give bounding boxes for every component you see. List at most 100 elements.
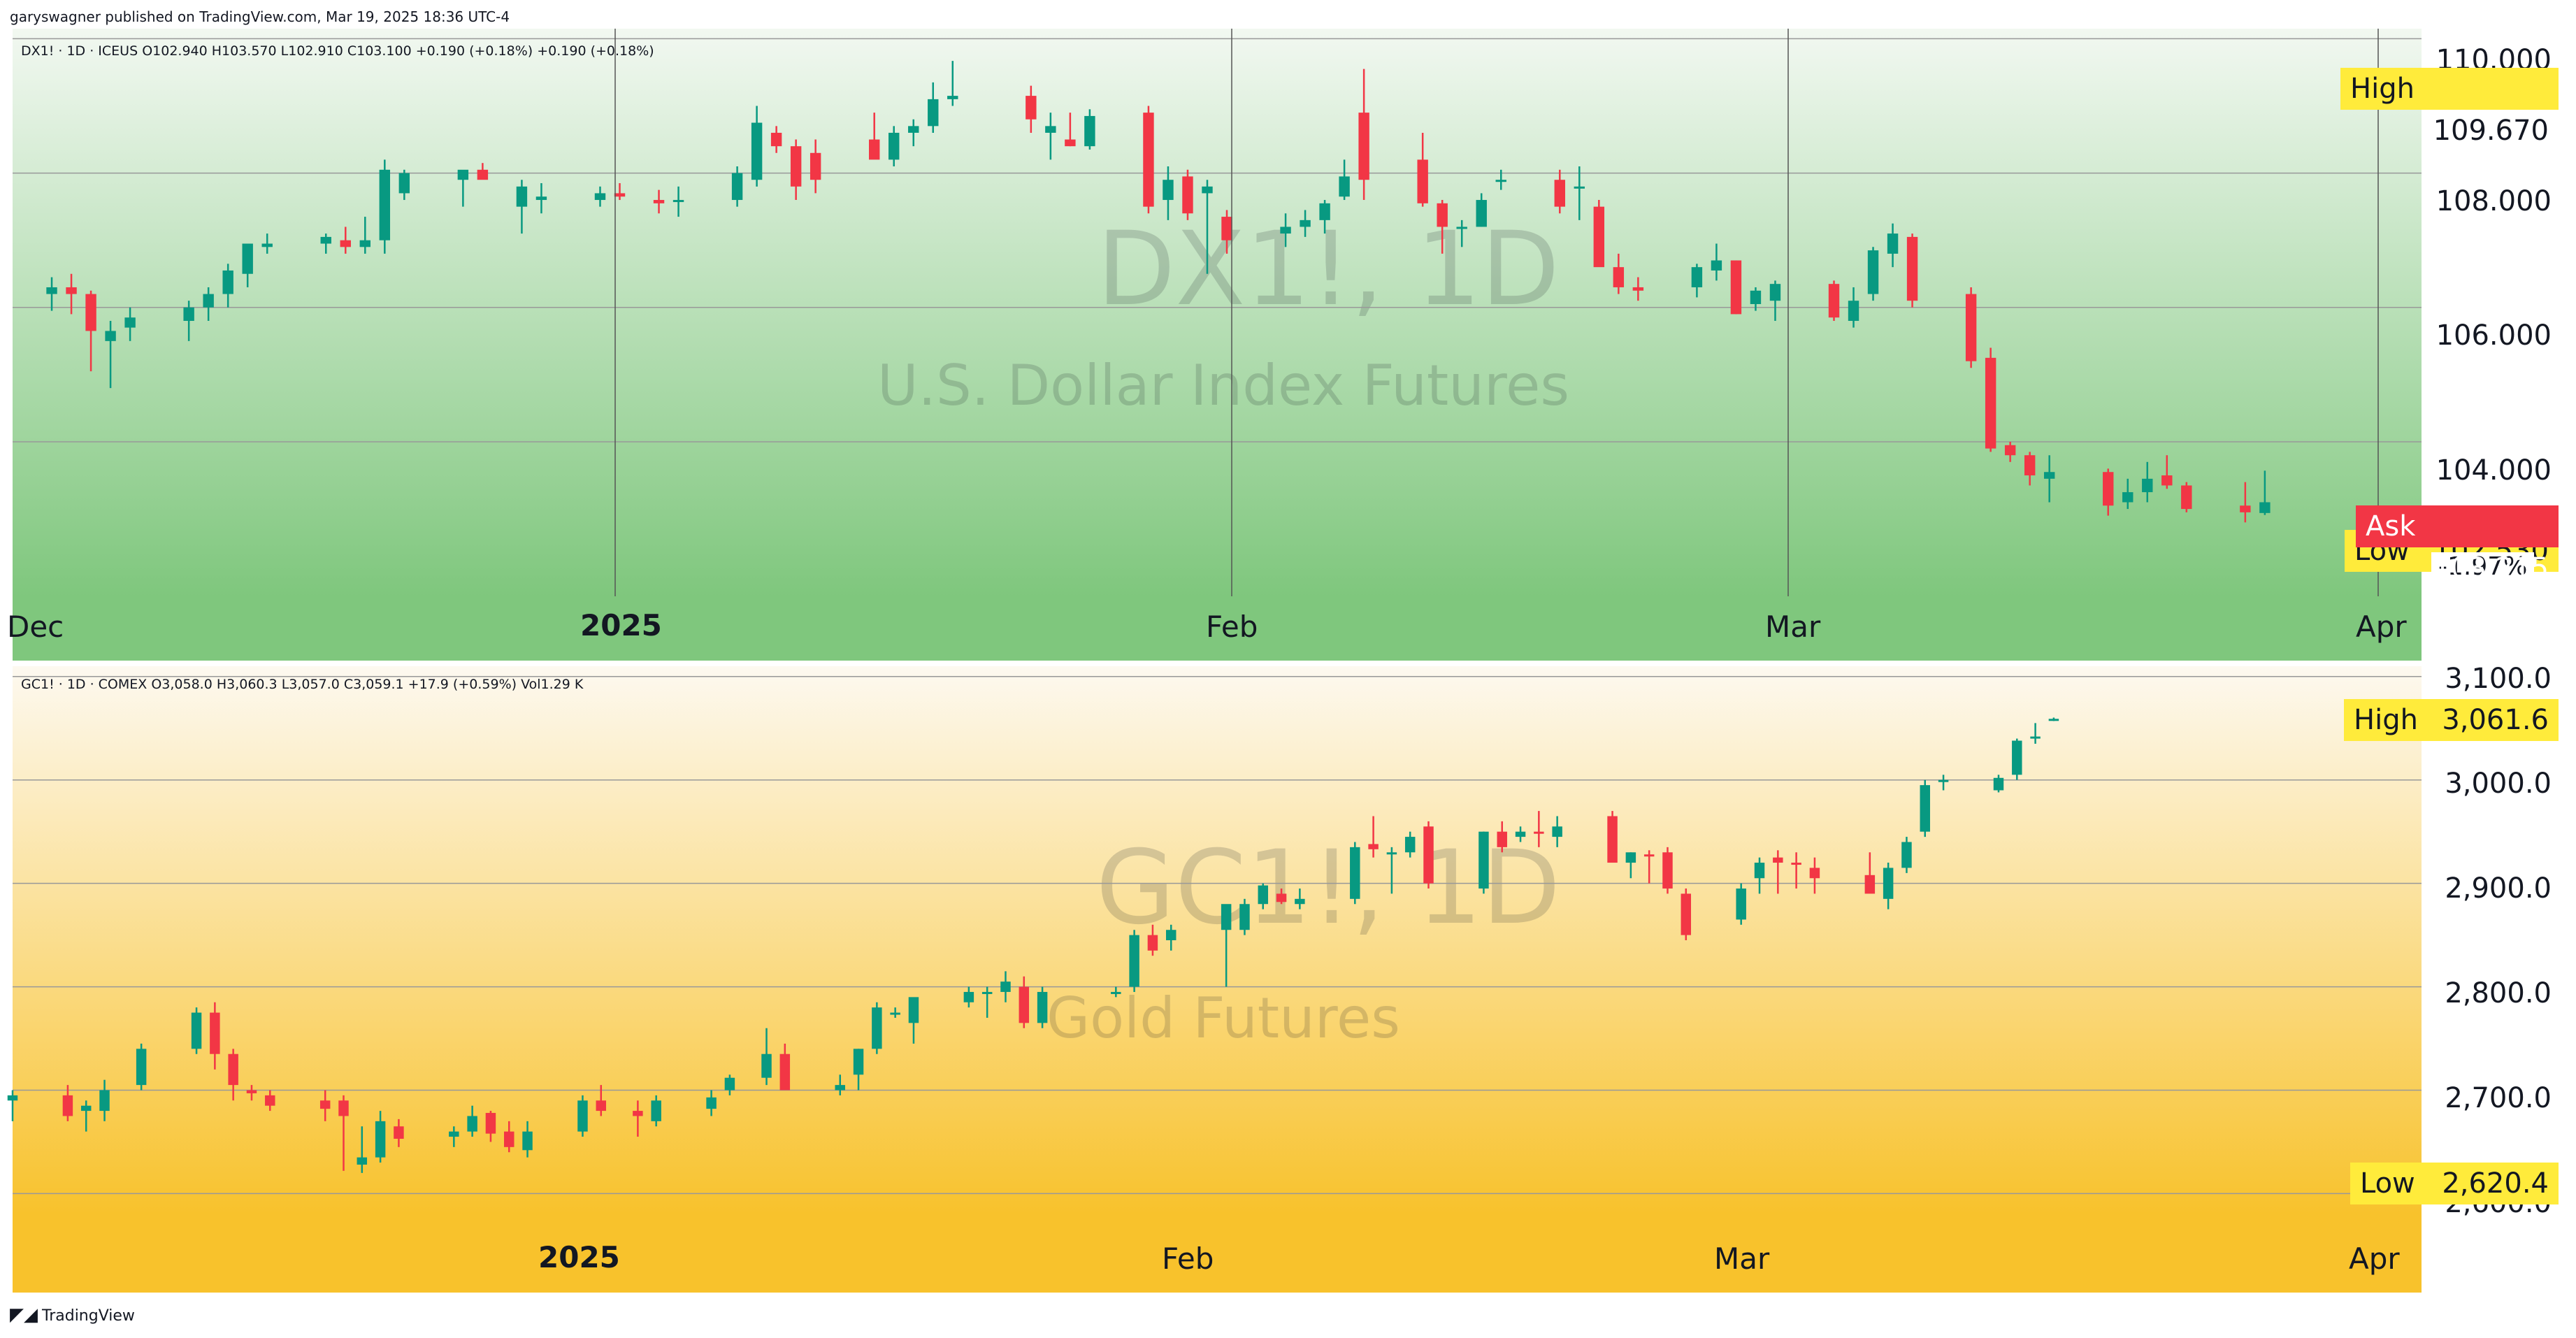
gc-candle-body — [1901, 842, 1912, 868]
gc-candle-body — [1993, 777, 2004, 791]
dx-candle-body — [535, 196, 547, 201]
dx-candle-body — [1319, 203, 1330, 220]
dx-time-label: Dec — [7, 610, 64, 644]
dx-candle-body — [790, 146, 802, 187]
dx-candle-body — [1182, 176, 1193, 214]
dx-watermark-symbol: DX1!, 1D — [1097, 210, 1560, 329]
dx-candle-body — [1985, 357, 1996, 449]
dx-candle-body — [1691, 267, 1703, 287]
gc-candle-body — [1221, 904, 1232, 930]
gc-price-tick: 2,800.0 — [2445, 977, 2552, 1009]
gc-candle-body — [853, 1049, 864, 1075]
dx-time-label: Mar — [1765, 610, 1821, 644]
gc-candle-body — [890, 1012, 900, 1015]
dx-candle-body — [731, 173, 743, 201]
dx-candle-body — [1867, 250, 1879, 294]
gc-candle-body — [2012, 740, 2022, 775]
dx-candle-body — [1026, 96, 1037, 120]
gc-candle-body — [1736, 889, 1746, 920]
dx-time-axis[interactable] — [13, 596, 2422, 661]
dx-candle-body — [1202, 186, 1213, 194]
dx-high-tag: High 109.670 — [2340, 68, 2559, 147]
dx-candle-body — [770, 132, 782, 147]
gc-candle-body — [1791, 863, 1801, 865]
dx-candle-body — [1769, 284, 1781, 301]
gc-candle-body — [2030, 736, 2041, 739]
gc-time-label: Apr — [2349, 1242, 2400, 1276]
dx-candle-body — [1045, 126, 1056, 133]
gc-candle-body — [706, 1097, 717, 1109]
gc-candle-body — [228, 1053, 238, 1086]
gc-time-label: Feb — [1162, 1242, 1214, 1276]
dx-candle-body — [457, 169, 469, 180]
gc-candle-body — [1258, 885, 1268, 905]
dx-watermark-description: U.S. Dollar Index Futures — [877, 353, 1570, 418]
gc-candle-body — [62, 1095, 73, 1116]
gc-time-label: Mar — [1714, 1242, 1770, 1276]
gc-candle-body — [1938, 779, 1949, 782]
dx-ask-tag-value: 103.215 — [2433, 552, 2549, 584]
gc-candle-body — [1754, 863, 1765, 879]
gc-candle-body — [1864, 875, 1876, 894]
dx-time-label: Apr — [2356, 610, 2407, 644]
dx-candle-body — [928, 99, 939, 127]
dx-candle-body — [203, 294, 214, 308]
gc-candle-body — [522, 1131, 533, 1151]
gc-candle-body — [1423, 826, 1434, 884]
dx-candle-body — [261, 243, 273, 247]
gc-time-axis[interactable] — [13, 1214, 2422, 1293]
dx-candle-body — [46, 287, 57, 294]
dx-candle-body — [1495, 180, 1506, 182]
dx-price-tick: 106.000 — [2435, 319, 2552, 352]
dx-candle-body — [2122, 492, 2134, 503]
gc-price-tick: 3,000.0 — [2445, 768, 2552, 800]
dx-candle-body — [124, 317, 136, 328]
dx-candle-body — [2103, 472, 2114, 506]
gc-low-tag: Low 2,620.4 — [2350, 1163, 2559, 1204]
gc-candle-body — [1368, 844, 1379, 849]
dx-candle-body — [2161, 475, 2173, 486]
publish-info: garyswagner published on TradingView.com… — [10, 8, 510, 25]
dx-candle-body — [751, 122, 763, 180]
dx-candle-body — [888, 132, 900, 160]
gc-candle-body — [633, 1111, 643, 1116]
dx-candle-body — [1339, 176, 1350, 197]
gc-candle-body — [1534, 831, 1544, 834]
dx-candle-body — [222, 270, 233, 294]
gc-candle-body — [651, 1100, 661, 1121]
gc-candle-body — [485, 1113, 496, 1134]
dx-candle-body — [614, 193, 626, 197]
gc-candle-body — [246, 1090, 257, 1093]
gc-candle-body — [1681, 893, 1692, 935]
gc-candle-body — [1037, 991, 1048, 1023]
gc-candle-body — [872, 1007, 882, 1049]
dx-price-tick: 108.000 — [2435, 185, 2552, 217]
gc-candle-body — [449, 1131, 459, 1137]
dx-candle-body — [320, 236, 331, 244]
gc-high-tag: High 3,061.6 — [2344, 699, 2559, 741]
dx-chart-pane[interactable] — [13, 29, 2422, 596]
gc-candle-body — [908, 997, 919, 1023]
gc-candle-body — [1276, 893, 1287, 902]
dx-candle-body — [810, 152, 821, 180]
gc-candle-body — [1000, 981, 1011, 992]
dx-candle-body — [1417, 159, 1428, 203]
dx-ask-tag[interactable]: Ask 103.215 — [2356, 505, 2559, 584]
gc-candle-body — [80, 1105, 92, 1112]
dx-high-tag-label: High — [2350, 73, 2415, 105]
dx-candle-body — [869, 139, 880, 160]
gc-candle-body — [1129, 935, 1139, 987]
dx-candle-body — [359, 240, 370, 247]
gc-candle-body — [1662, 852, 1673, 889]
dx-candle-body — [1554, 180, 1565, 207]
dx-time-label: Feb — [1206, 610, 1258, 644]
gc-candle-body — [504, 1131, 515, 1147]
gc-candle-body — [7, 1095, 18, 1101]
dx-high-tag-value: 109.670 — [2433, 115, 2549, 147]
gc-candle-body — [1166, 930, 1177, 940]
dx-candle-body — [653, 200, 665, 203]
tradingview-logo[interactable]: ◤◢ TradingView — [10, 1304, 135, 1325]
dx-ask-tag-label: Ask — [2366, 510, 2416, 542]
gc-candle-body — [1497, 831, 1507, 847]
